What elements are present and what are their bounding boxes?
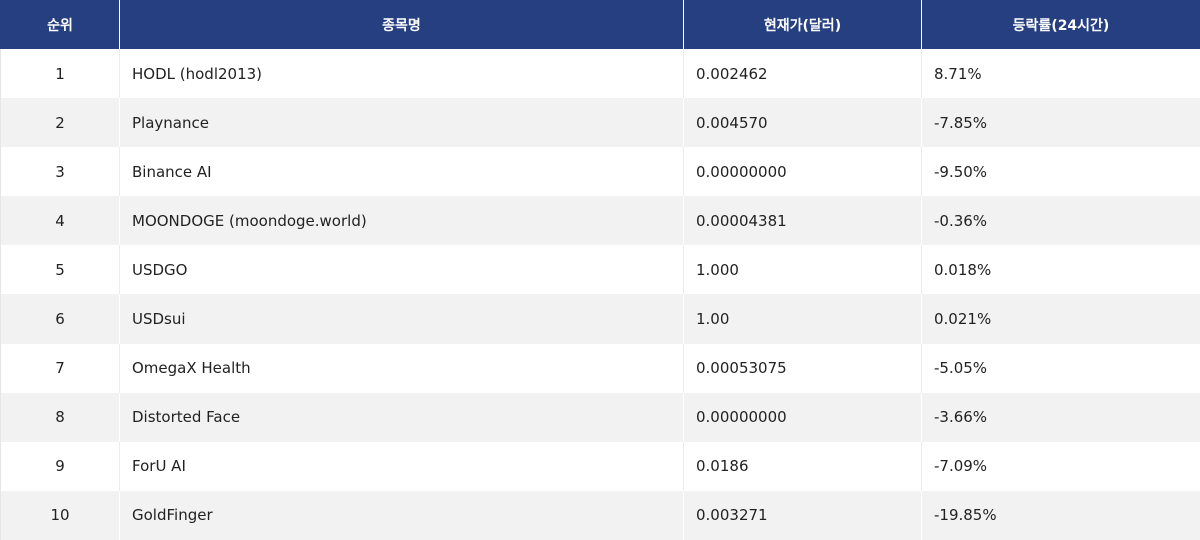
name-cell: USDGO [119,245,684,295]
table-row: 5 USDGO 1.000 0.018% [0,245,1200,295]
change-cell: 0.018% [921,245,1200,295]
rank-cell: 5 [0,245,120,295]
price-cell: 1.00 [683,294,922,344]
price-cell: 0.00000000 [683,392,922,442]
name-cell: Binance AI [119,147,684,197]
rank-cell: 8 [0,392,120,442]
header-price: 현재가(달러) [683,0,922,49]
name-cell: ForU AI [119,441,684,491]
price-cell: 0.003271 [683,490,922,540]
price-cell: 0.00053075 [683,343,922,393]
price-cell: 1.000 [683,245,922,295]
rank-cell: 7 [0,343,120,393]
table-row: 8 Distorted Face 0.00000000 -3.66% [0,392,1200,442]
table-row: 4 MOONDOGE (moondoge.world) 0.00004381 -… [0,196,1200,246]
name-cell: MOONDOGE (moondoge.world) [119,196,684,246]
rank-cell: 1 [0,49,120,99]
change-cell: 0.021% [921,294,1200,344]
name-cell: OmegaX Health [119,343,684,393]
change-cell: -7.09% [921,441,1200,491]
name-cell: HODL (hodl2013) [119,49,684,99]
table-row: 9 ForU AI 0.0186 -7.09% [0,441,1200,491]
rank-cell: 3 [0,147,120,197]
name-cell: Playnance [119,98,684,148]
rank-cell: 4 [0,196,120,246]
change-cell: -19.85% [921,490,1200,540]
change-cell: -3.66% [921,392,1200,442]
rank-cell: 6 [0,294,120,344]
table-row: 10 GoldFinger 0.003271 -19.85% [0,490,1200,540]
header-change: 등락률(24시간) [921,0,1200,49]
price-cell: 0.002462 [683,49,922,99]
rank-cell: 9 [0,441,120,491]
change-cell: -5.05% [921,343,1200,393]
name-cell: USDsui [119,294,684,344]
rank-cell: 2 [0,98,120,148]
name-cell: Distorted Face [119,392,684,442]
price-cell: 0.0186 [683,441,922,491]
change-cell: -0.36% [921,196,1200,246]
table-row: 3 Binance AI 0.00000000 -9.50% [0,147,1200,197]
change-cell: -7.85% [921,98,1200,148]
rank-cell: 10 [0,490,120,540]
name-cell: GoldFinger [119,490,684,540]
table-row: 7 OmegaX Health 0.00053075 -5.05% [0,343,1200,393]
table-row: 6 USDsui 1.00 0.021% [0,294,1200,344]
header-rank: 순위 [0,0,120,49]
table-header-row: 순위 종목명 현재가(달러) 등락률(24시간) [0,0,1200,49]
change-cell: 8.71% [921,49,1200,99]
table-row: 1 HODL (hodl2013) 0.002462 8.71% [0,49,1200,99]
price-cell: 0.004570 [683,98,922,148]
change-cell: -9.50% [921,147,1200,197]
header-name: 종목명 [119,0,684,49]
price-cell: 0.00004381 [683,196,922,246]
table-row: 2 Playnance 0.004570 -7.85% [0,98,1200,148]
price-cell: 0.00000000 [683,147,922,197]
